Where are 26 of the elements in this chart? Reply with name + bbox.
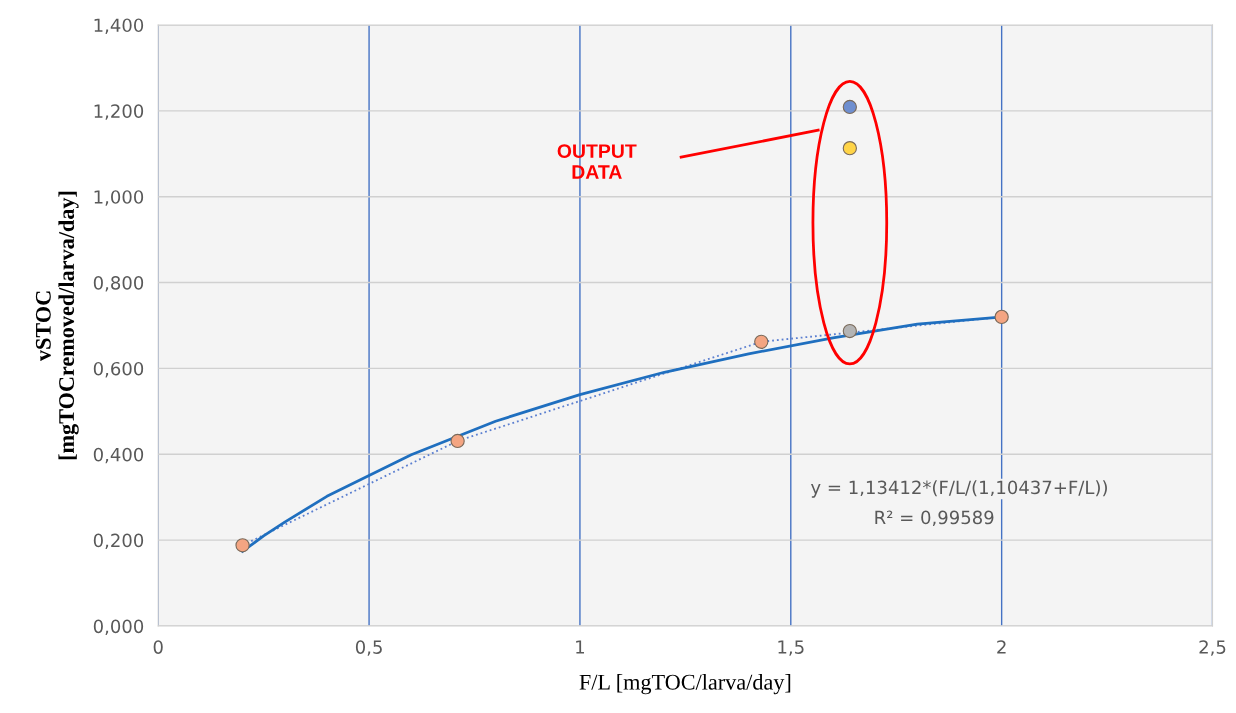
y-axis-title: vSTOC [mgTOCremoved/larva/day] — [35, 191, 79, 460]
x-tick-label: 0 — [153, 640, 163, 654]
y-tick-label: 1,200 — [94, 104, 144, 120]
x-tick-label: 1 — [576, 640, 585, 654]
annotation: OUTPUT DATA — [557, 144, 637, 179]
y-tick-label: 0,000 — [93, 619, 144, 635]
point — [754, 334, 769, 349]
point — [450, 433, 465, 449]
point — [235, 538, 250, 553]
y-tick-label: 0,400 — [93, 447, 144, 464]
y-tick-label: 0,600 — [93, 361, 144, 378]
x-axis-title: F/L [mgTOC/larva/day] — [579, 674, 791, 695]
y-tick-label: 0,800 — [93, 276, 144, 292]
point — [842, 141, 857, 156]
point — [994, 309, 1009, 325]
annotation: y = 1,13412*(F/L/(1,10437+F/L)) — [810, 480, 1107, 498]
x-tick-label: 0,5 — [355, 640, 382, 656]
point — [842, 99, 857, 115]
y-tick-label: 0,200 — [93, 533, 144, 550]
x-tick-label: 2 — [997, 640, 1006, 654]
y-tick-label: 1,400 — [94, 18, 144, 34]
x-tick-label: 2,5 — [1199, 640, 1226, 656]
point — [842, 323, 857, 339]
annotation: R² = 0,99589 — [875, 510, 994, 527]
x-tick-label: 1,5 — [778, 640, 804, 656]
y-tick-label: 1,000 — [94, 190, 144, 206]
